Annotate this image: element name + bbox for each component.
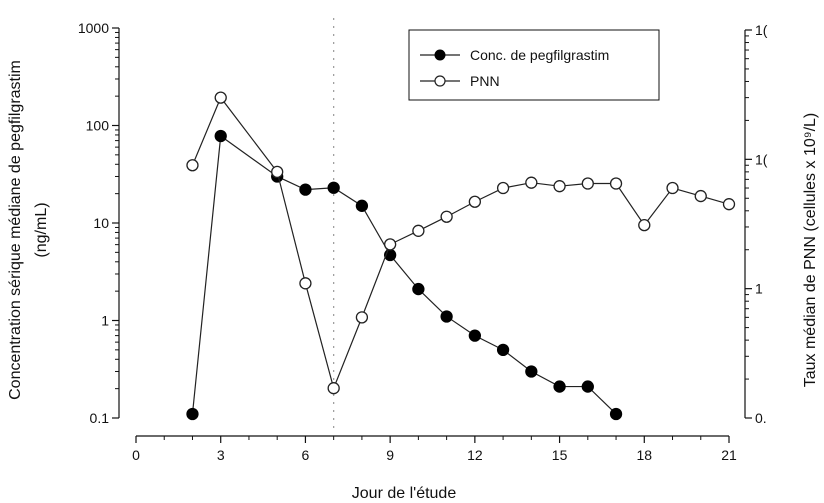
legend-marker-pnn	[434, 75, 446, 87]
x-tick-label: 18	[636, 447, 652, 463]
y-right-tick-label: 1	[755, 281, 763, 297]
pnn-data-point	[525, 176, 538, 189]
conc-data-point	[496, 343, 510, 357]
pnn-data-point	[609, 177, 623, 190]
legend: Conc. de pegfilgrastim PNN	[408, 29, 660, 101]
pnn-data-point	[355, 311, 369, 324]
pnn-data-point	[327, 382, 340, 395]
conc-data-point	[299, 183, 312, 196]
y-left-tick-label: 100	[86, 118, 110, 134]
y-left-axis-title-line2: (ng/mL)	[33, 202, 50, 257]
conc-data-point	[468, 329, 482, 342]
legend-label-conc: Conc. de pegfilgrastim	[470, 47, 609, 63]
pnn-data-point	[299, 277, 312, 290]
pnn-data-point	[553, 180, 566, 193]
y-right-tick-label: 1(	[755, 151, 768, 167]
conc-data-point	[581, 380, 594, 393]
pnn-data-point	[468, 195, 482, 208]
pnn-data-point	[666, 181, 679, 195]
x-tick-label: 3	[217, 447, 225, 463]
pnn-data-point	[496, 181, 510, 195]
conc-data-point	[553, 380, 566, 393]
series-line-conc	[191, 134, 617, 415]
conc-data-point	[440, 310, 453, 323]
conc-data-point	[327, 181, 340, 194]
x-axis-title: Jour de l'étude	[352, 485, 457, 502]
legend-marker-conc	[434, 49, 446, 61]
pnn-data-point	[214, 91, 227, 104]
series-line-pnn	[191, 96, 730, 391]
y-left-tick-label: 1	[101, 313, 109, 329]
pnn-data-point	[581, 177, 594, 190]
x-tick-label: 6	[302, 447, 310, 463]
y-left-axis-title-line1: Concentration sérique médiane de pegfilg…	[7, 60, 24, 400]
y-left-tick-label: 1000	[78, 20, 109, 36]
y-right-tick-label: 1(	[755, 22, 768, 38]
conc-data-point	[525, 365, 538, 378]
y-left-tick-label: 10	[93, 215, 109, 231]
pnn-data-point	[440, 210, 453, 223]
conc-data-point	[355, 199, 369, 212]
x-tick-label: 12	[467, 447, 483, 463]
legend-box	[408, 29, 660, 101]
pnn-data-point	[271, 165, 284, 179]
pnn-data-point	[638, 218, 651, 232]
conc-data-point	[186, 407, 199, 421]
conc-data-point	[214, 129, 227, 143]
pnn-data-point	[186, 159, 199, 172]
pnn-data-point	[412, 224, 425, 237]
x-tick-label: 0	[132, 447, 140, 463]
y-right-tick-label: 0.	[755, 410, 767, 426]
x-tick-label: 15	[552, 447, 568, 463]
y-left-tick-label: 0.1	[90, 410, 110, 426]
legend-label-pnn: PNN	[470, 73, 500, 89]
pnn-data-point	[694, 189, 707, 203]
conc-data-point	[412, 282, 425, 296]
x-tick-label: 21	[721, 447, 737, 463]
pnn-data-point	[383, 238, 397, 251]
x-tick-label: 9	[386, 447, 394, 463]
conc-data-point	[609, 407, 623, 421]
pnn-data-point	[722, 198, 736, 211]
y-right-axis-title: Taux médian de PNN (cellules x 10⁹/L)	[802, 113, 819, 388]
